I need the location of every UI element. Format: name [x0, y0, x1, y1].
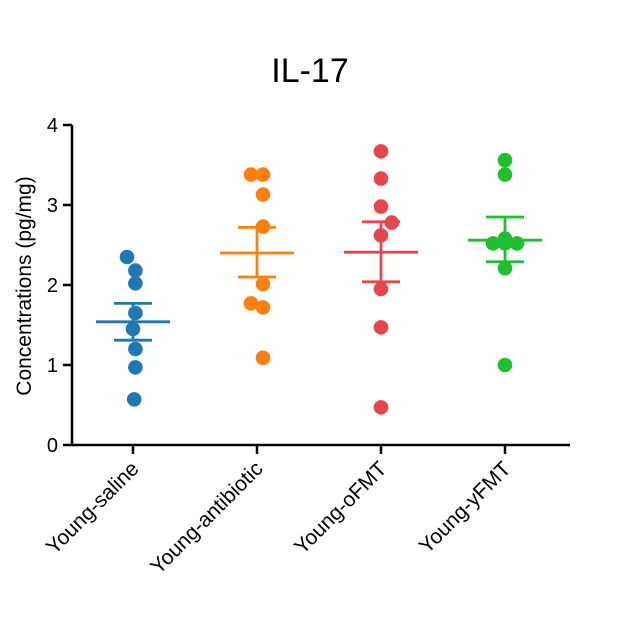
- x-category-label: Young-yFMT: [415, 457, 516, 558]
- data-point: [373, 171, 389, 186]
- data-point: [255, 300, 271, 315]
- y-tick-label: 1: [47, 355, 58, 377]
- group-young-antibiotic: [220, 167, 294, 366]
- y-tick-label: 4: [47, 115, 58, 137]
- data-point: [373, 320, 389, 335]
- y-axis-title: Concentrations (pg/mg): [13, 176, 36, 395]
- data-point: [126, 392, 142, 407]
- group-young-saline: [96, 249, 170, 407]
- data-point: [119, 249, 135, 265]
- y-tick-label: 3: [47, 195, 58, 217]
- data-point: [243, 296, 259, 311]
- group-young-ofmt: [344, 144, 418, 415]
- data-point: [373, 144, 389, 159]
- data-point: [255, 167, 271, 182]
- data-point: [497, 152, 513, 168]
- data-point: [255, 350, 271, 366]
- group-young-yfmt: [468, 152, 542, 373]
- data-point: [373, 199, 389, 214]
- data-point: [509, 236, 525, 251]
- data-point: [243, 167, 259, 182]
- x-category-label: Young-antibiotic: [146, 457, 267, 578]
- data-point: [255, 276, 271, 292]
- y-axis-ticks: 0 1 2 3 4: [47, 115, 72, 457]
- data-point: [255, 187, 271, 202]
- data-point: [128, 305, 143, 321]
- data-point: [497, 260, 513, 276]
- axes: [70, 125, 570, 447]
- y-tick-label: 2: [47, 275, 58, 297]
- data-point: [373, 400, 389, 415]
- y-tick-label: 0: [47, 435, 58, 457]
- x-category-label: Young-saline: [42, 457, 144, 559]
- data-point: [128, 341, 143, 357]
- data-point: [497, 167, 513, 182]
- data-point: [128, 276, 143, 291]
- data-point: [497, 357, 513, 373]
- data-point: [128, 263, 143, 278]
- x-axis-category-labels: Young-saline Young-antibiotic Young-oFMT Yo…: [42, 445, 516, 579]
- data-point: [373, 281, 389, 297]
- data-groups: [96, 144, 542, 415]
- chart-title: IL-17: [271, 52, 349, 90]
- x-category-label: Young-oFMT: [290, 457, 392, 559]
- data-point: [128, 360, 143, 375]
